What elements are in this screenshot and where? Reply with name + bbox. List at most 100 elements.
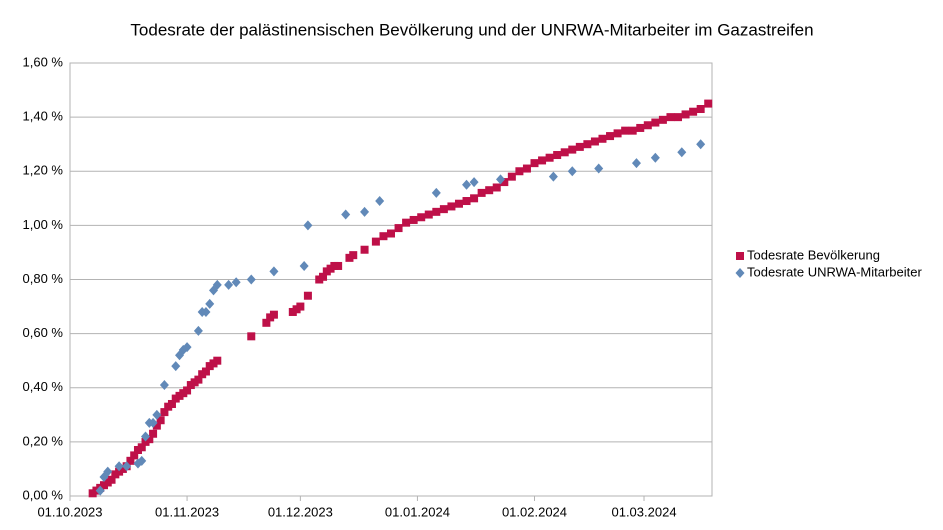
point [262, 318, 271, 327]
point [631, 158, 641, 169]
point [677, 147, 687, 158]
point [424, 210, 433, 219]
y-tick-label: 1,60 % [23, 54, 64, 69]
point [171, 361, 181, 372]
point [126, 456, 135, 465]
point [130, 451, 139, 460]
point [477, 188, 486, 197]
point [651, 118, 660, 127]
point [704, 99, 713, 108]
point [628, 126, 637, 135]
point [530, 159, 539, 168]
point [341, 209, 351, 220]
point [470, 194, 479, 203]
point [696, 105, 705, 114]
point [454, 199, 463, 208]
point [183, 386, 192, 395]
point [447, 202, 456, 211]
y-tick-label: 0,20 % [23, 433, 64, 448]
point [334, 261, 343, 270]
point [462, 197, 471, 206]
point [122, 461, 132, 472]
point [431, 187, 441, 198]
y-tick-label: 1,20 % [23, 163, 64, 178]
point [246, 274, 256, 285]
y-tick-label: 1,00 % [23, 217, 64, 232]
x-tick-label: 01.03.2024 [611, 504, 676, 519]
point [590, 137, 599, 146]
y-tick-label: 0,00 % [23, 487, 64, 502]
point [371, 237, 380, 246]
point [103, 466, 113, 477]
y-tick-label: 0,60 % [23, 325, 64, 340]
point [201, 367, 210, 376]
point [141, 431, 151, 442]
point [212, 279, 222, 290]
point [299, 260, 309, 271]
point [160, 408, 169, 417]
point [674, 113, 683, 122]
x-tick-label: 01.11.2023 [155, 504, 219, 519]
point [553, 151, 562, 160]
point [402, 218, 411, 227]
point [145, 435, 154, 444]
point [201, 306, 211, 317]
chart-title: Todesrate der palästinensischen Bevölker… [130, 20, 813, 39]
plot-border [69, 62, 713, 497]
point [594, 163, 604, 174]
point [689, 107, 698, 116]
point [224, 279, 234, 290]
point [621, 126, 630, 135]
point [387, 229, 395, 238]
point [349, 251, 358, 260]
point [303, 220, 313, 231]
point [439, 205, 448, 214]
point [522, 164, 531, 173]
point [560, 148, 569, 157]
point [231, 277, 241, 288]
point [643, 121, 652, 130]
point [658, 115, 667, 124]
point [568, 145, 577, 154]
point [156, 416, 165, 425]
point [500, 178, 509, 187]
point [152, 421, 161, 430]
point [409, 215, 418, 224]
point [681, 110, 690, 119]
point [507, 172, 516, 181]
point [432, 207, 441, 216]
point [583, 140, 592, 149]
point [545, 153, 554, 162]
point [148, 417, 158, 428]
point [666, 113, 675, 122]
x-tick-label: 01.10.2023 [37, 504, 102, 519]
point [485, 186, 494, 195]
legend-marker [736, 252, 744, 260]
point [394, 224, 403, 233]
point [152, 409, 162, 420]
point [548, 171, 558, 182]
point [303, 291, 312, 300]
legend-label: Todesrate UNRWA-Mitarbeiter [747, 264, 922, 279]
point [492, 183, 501, 192]
y-tick-label: 1,40 % [23, 109, 64, 124]
point [515, 167, 524, 176]
point [107, 475, 116, 484]
point [159, 380, 169, 391]
point [379, 232, 388, 241]
point [575, 142, 584, 151]
point [319, 272, 328, 281]
point [613, 129, 622, 138]
point [269, 266, 279, 277]
point [598, 134, 607, 143]
point [269, 310, 278, 319]
point [193, 325, 203, 336]
point [205, 298, 215, 309]
point [247, 332, 256, 341]
point [375, 196, 385, 207]
point [636, 123, 645, 132]
point [167, 399, 176, 408]
point [696, 139, 706, 150]
point [462, 179, 472, 190]
